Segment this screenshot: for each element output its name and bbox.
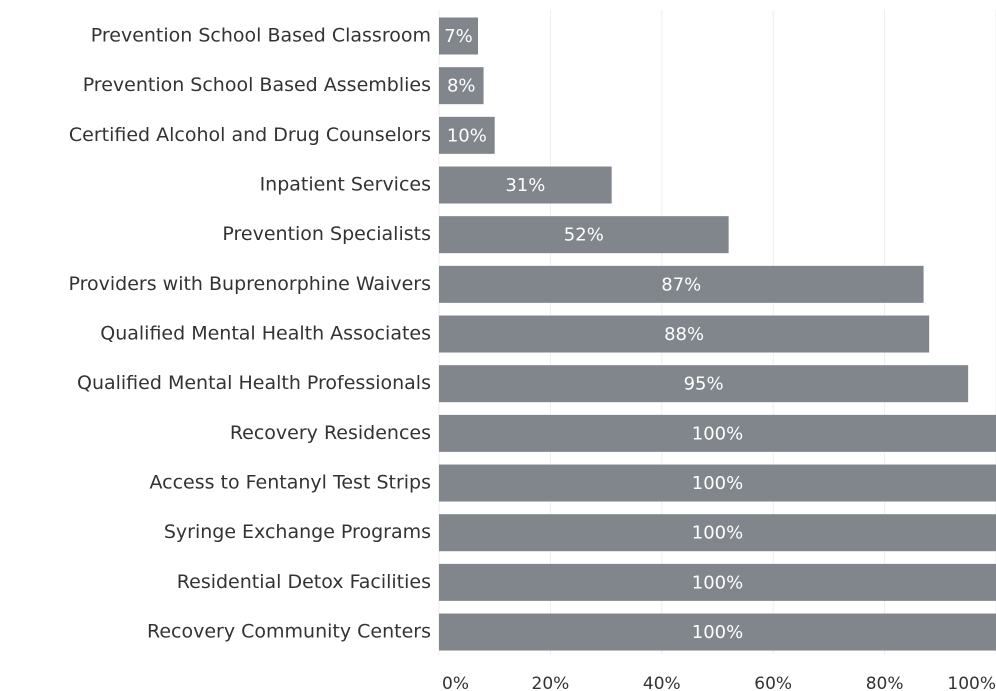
category-label: Prevention Specialists (222, 223, 431, 245)
value-label: 88% (664, 324, 704, 345)
x-tick-label: 80% (866, 674, 904, 691)
x-tick-label: 0% (442, 674, 469, 691)
category-label: Prevention School Based Classroom (91, 25, 431, 47)
value-label: 31% (505, 175, 545, 196)
category-label: Prevention School Based Assemblies (83, 74, 431, 96)
bar (439, 265, 924, 303)
value-label: 100% (692, 523, 743, 544)
bar (439, 116, 495, 154)
bar (439, 563, 996, 601)
category-label: Access to Fentanyl Test Strips (149, 472, 431, 494)
value-label: 100% (692, 622, 743, 643)
x-tick-label: 100% (947, 674, 996, 691)
bar (439, 67, 484, 105)
bar (439, 315, 930, 353)
category-label: Providers with Buprenorphine Waivers (68, 273, 431, 295)
x-tick-label: 40% (643, 674, 681, 691)
category-label: Residential Detox Facilities (177, 571, 431, 593)
value-label: 52% (564, 225, 604, 246)
value-label: 7% (444, 26, 473, 47)
bar (439, 613, 996, 651)
bar (439, 514, 996, 552)
bar (439, 414, 996, 452)
category-label: Recovery Community Centers (147, 621, 431, 643)
x-tick-label: 20% (532, 674, 570, 691)
category-label: Syringe Exchange Programs (164, 521, 431, 543)
bar (439, 216, 729, 254)
category-label: Recovery Residences (230, 422, 431, 444)
value-label: 100% (692, 423, 743, 444)
bar (439, 464, 996, 502)
category-label: Inpatient Services (260, 174, 431, 196)
bar (439, 166, 612, 204)
value-label: 100% (692, 473, 743, 494)
value-label: 8% (447, 76, 476, 97)
bar (439, 365, 969, 403)
value-label: 95% (684, 374, 724, 395)
category-label: Certified Alcohol and Drug Counselors (69, 124, 431, 146)
bar (439, 17, 478, 55)
x-tick-label: 60% (754, 674, 792, 691)
category-label: Qualified Mental Health Associates (100, 323, 431, 345)
value-label: 87% (661, 274, 701, 295)
category-label: Qualified Mental Health Professionals (77, 372, 431, 394)
value-label: 10% (447, 125, 487, 146)
value-label: 100% (692, 572, 743, 593)
